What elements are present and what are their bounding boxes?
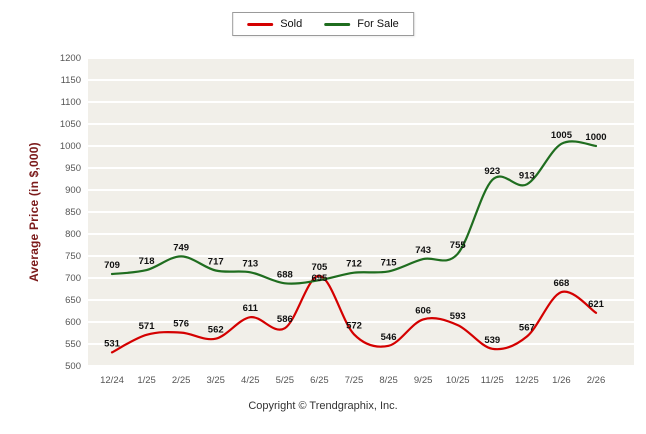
legend-item-sold[interactable]: Sold bbox=[247, 18, 302, 30]
for-sale-line[interactable] bbox=[110, 140, 598, 285]
x-tick-label: 8/25 bbox=[379, 375, 398, 386]
data-label: 749 bbox=[173, 242, 189, 253]
y-tick-label: 500 bbox=[65, 361, 81, 372]
data-label: 1000 bbox=[585, 132, 606, 143]
data-label: 572 bbox=[346, 320, 362, 331]
y-tick-label: 750 bbox=[65, 251, 81, 262]
data-label: 586 bbox=[277, 314, 293, 325]
y-tick-label: 700 bbox=[65, 273, 81, 284]
sold-line-swatch-icon bbox=[247, 22, 274, 26]
x-tick-label: 1/26 bbox=[552, 375, 571, 386]
data-label: 546 bbox=[381, 332, 397, 343]
x-tick-label: 6/25 bbox=[310, 375, 329, 386]
y-tick-label: 1150 bbox=[61, 75, 81, 86]
y-tick-label: 600 bbox=[65, 317, 81, 328]
data-label: 717 bbox=[208, 257, 224, 268]
x-tick-label: 12/24 bbox=[100, 375, 124, 386]
y-tick-label: 850 bbox=[65, 207, 81, 218]
data-label: 743 bbox=[415, 245, 431, 256]
y-tick-label: 1000 bbox=[60, 141, 81, 152]
y-tick-label: 800 bbox=[65, 229, 81, 240]
y-tick-label: 1050 bbox=[60, 119, 81, 130]
data-label: 539 bbox=[484, 335, 500, 346]
data-label: 705 bbox=[311, 262, 328, 273]
for-sale-line-swatch-icon bbox=[324, 22, 351, 26]
chart-legend: Sold For Sale bbox=[232, 12, 414, 36]
legend-label-sold: Sold bbox=[280, 18, 303, 30]
y-tick-label: 650 bbox=[65, 295, 81, 306]
data-label: 562 bbox=[208, 325, 224, 336]
data-label: 923 bbox=[484, 166, 500, 177]
x-tick-label: 1/25 bbox=[137, 375, 156, 386]
data-label: 593 bbox=[450, 311, 466, 322]
data-label: 713 bbox=[242, 258, 258, 269]
legend-item-for-sale[interactable]: For Sale bbox=[324, 18, 399, 30]
x-tick-label: 2/25 bbox=[172, 375, 191, 386]
data-label: 1005 bbox=[551, 130, 573, 141]
x-tick-label: 3/25 bbox=[206, 375, 225, 386]
data-label: 688 bbox=[277, 269, 293, 280]
data-label: 606 bbox=[415, 305, 431, 316]
data-label: 913 bbox=[519, 170, 535, 181]
data-label: 718 bbox=[139, 256, 155, 267]
data-label: 611 bbox=[243, 303, 259, 314]
x-tick-label: 2/26 bbox=[587, 375, 606, 386]
data-label: 621 bbox=[588, 299, 605, 310]
x-tick-label: 7/25 bbox=[345, 375, 364, 386]
x-tick-label: 9/25 bbox=[414, 375, 433, 386]
data-label: 715 bbox=[381, 257, 398, 268]
copyright-text: Copyright © Trendgraphix, Inc. bbox=[248, 400, 398, 412]
data-label: 755 bbox=[450, 240, 467, 251]
x-tick-label: 5/25 bbox=[276, 375, 295, 386]
price-trend-chart: 500 550 600 650 700 750 800 850 900 950 1000 1050 11… bbox=[60, 53, 634, 386]
data-label: 695 bbox=[311, 273, 328, 284]
data-label: 571 bbox=[139, 321, 156, 332]
legend-label-for-sale: For Sale bbox=[357, 18, 399, 30]
x-tick-label: 10/25 bbox=[446, 375, 470, 386]
x-tick-label: 12/25 bbox=[515, 375, 539, 386]
y-tick-label: 1200 bbox=[60, 53, 81, 64]
data-label: 576 bbox=[173, 319, 189, 330]
x-tick-label: 11/25 bbox=[481, 375, 504, 386]
data-label: 531 bbox=[104, 338, 121, 349]
data-label: 709 bbox=[104, 260, 120, 271]
y-tick-label: 550 bbox=[65, 339, 81, 350]
y-tick-label: 900 bbox=[65, 185, 81, 196]
sold-line[interactable] bbox=[110, 274, 598, 354]
y-tick-label: 1100 bbox=[61, 97, 81, 108]
y-tick-label: 950 bbox=[65, 163, 81, 174]
data-label: 567 bbox=[519, 323, 535, 334]
data-label: 668 bbox=[553, 278, 569, 289]
data-label: 712 bbox=[346, 259, 362, 270]
x-tick-label: 4/25 bbox=[241, 375, 260, 386]
